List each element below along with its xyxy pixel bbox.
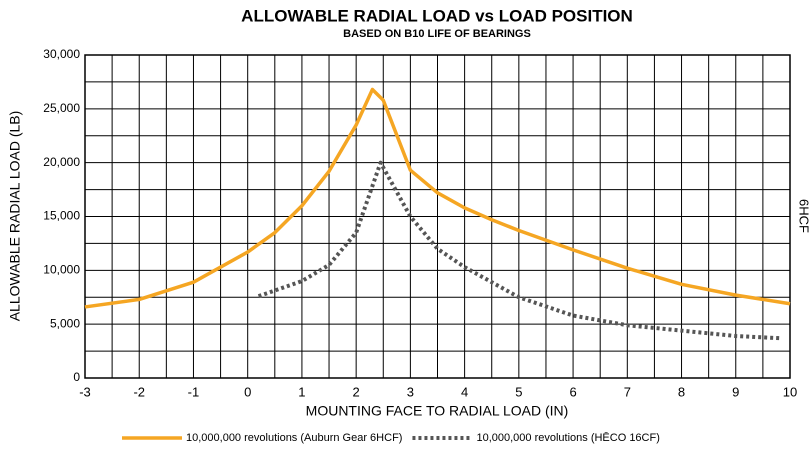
x-axis-label: MOUNTING FACE TO RADIAL LOAD (IN)	[306, 403, 569, 419]
y-tick-label: 5,000	[50, 316, 80, 330]
x-tick-label: 2	[353, 384, 360, 399]
chart-title: ALLOWABLE RADIAL LOAD vs LOAD POSITION	[241, 6, 633, 25]
y-tick-label: 30,000	[43, 47, 80, 61]
x-tick-label: -1	[188, 384, 200, 399]
y-tick-label: 0	[73, 370, 80, 384]
y-tick-label: 10,000	[43, 263, 80, 277]
x-tick-label: 10	[783, 384, 797, 399]
x-tick-label: 4	[461, 384, 468, 399]
legend-label: 10,000,000 revolutions (HĒCO 16CF)	[476, 432, 659, 444]
x-tick-label: 6	[569, 384, 576, 399]
x-tick-label: 8	[678, 384, 685, 399]
series-line	[84, 87, 791, 309]
y-tick-label: 20,000	[43, 155, 80, 169]
x-tick-label: 0	[244, 384, 251, 399]
y-tick-label: 25,000	[43, 101, 80, 115]
series-line	[257, 160, 780, 341]
x-tick-label: -2	[133, 384, 145, 399]
y-axis-label: ALLOWABLE RADIAL LOAD (LB)	[7, 111, 23, 322]
x-tick-label: 3	[407, 384, 414, 399]
x-tick-label: -3	[79, 384, 91, 399]
x-tick-label: 5	[515, 384, 522, 399]
x-tick-label: 7	[624, 384, 631, 399]
plot-frame	[84, 54, 791, 379]
x-tick-label: 1	[298, 384, 305, 399]
y-tick-label: 15,000	[43, 209, 80, 223]
chart-subtitle: BASED ON B10 LIFE OF BEARINGS	[343, 28, 531, 40]
legend-label: 10,000,000 revolutions (Auburn Gear 6HCF…	[186, 432, 402, 444]
side-note: 6HCF	[797, 199, 810, 233]
x-tick-label: 9	[732, 384, 739, 399]
